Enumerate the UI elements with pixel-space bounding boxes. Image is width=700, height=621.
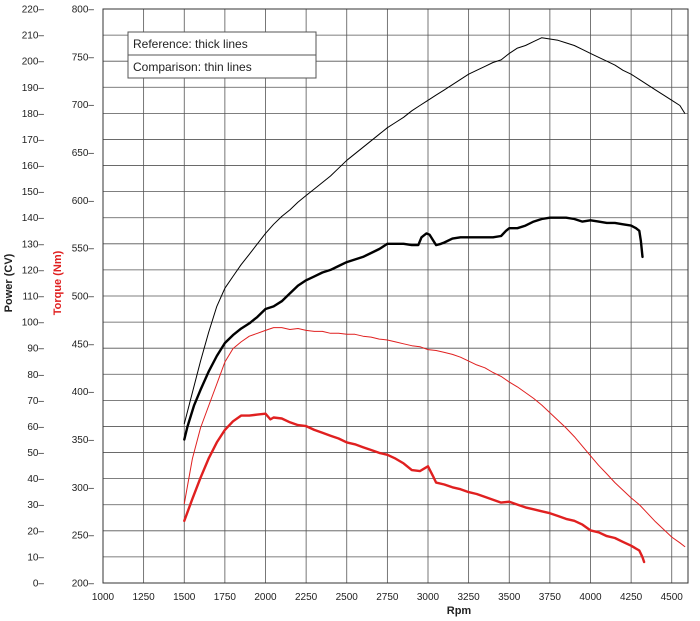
plot-frame (102, 8, 689, 584)
x-tick-label: 1250 (133, 592, 156, 603)
torque-tick-label: 800– (72, 5, 95, 16)
power-tick-label: 60– (27, 422, 44, 433)
x-tick-label: 3750 (539, 592, 562, 603)
x-tick-label: 2250 (295, 592, 318, 603)
x-tick-label: 3000 (417, 592, 440, 603)
power-tick-label: 120– (22, 265, 45, 276)
torque-tick-label: 550– (72, 244, 95, 255)
power-thick-line (183, 216, 644, 441)
power-tick-label: 100– (22, 318, 45, 329)
plot-border (102, 8, 689, 584)
legend-reference: Reference: thick lines (133, 37, 248, 51)
legend: Reference: thick lines Comparison: thin … (127, 31, 317, 79)
power-tick-label: 40– (27, 474, 44, 485)
power-tick-label: 70– (27, 396, 44, 407)
torque-tick-label: 450– (72, 339, 95, 350)
grid-lines (102, 8, 688, 584)
x-tick-label: 1000 (92, 592, 115, 603)
torque-axis: 200– 250– 300– 350– 400– 450– 500– 550– 600– 650–… (72, 5, 95, 590)
power-tick-label: 50– (27, 448, 44, 459)
torque-tick-label: 200– (72, 579, 95, 590)
power-tick-label: 80– (27, 370, 44, 381)
x-tick-label: 1500 (173, 592, 196, 603)
torque-tick-label: 700– (72, 100, 95, 111)
torque-tick-label: 650– (72, 148, 95, 159)
x-tick-label: 1750 (214, 592, 237, 603)
torque-thick-line (183, 412, 646, 564)
torque-axis-label: Torque (Nm) (52, 250, 64, 315)
power-tick-label: 150– (22, 187, 45, 198)
x-tick-label: 4000 (579, 592, 602, 603)
power-tick-label: 170– (22, 135, 45, 146)
torque-tick-label: 300– (72, 483, 95, 494)
power-tick-label: 130– (22, 239, 45, 250)
legend-box-comparison (127, 54, 317, 79)
power-axis: 0– 10– 20– 30– 40– 50– 60– 70– 80– 90– 100– 110– 120… (22, 5, 45, 590)
x-tick-label: 2750 (376, 592, 399, 603)
torque-thin-line (183, 327, 686, 548)
power-thin-line (183, 37, 686, 425)
x-tick-label: 4250 (620, 592, 643, 603)
x-tick-label: 4500 (661, 592, 684, 603)
power-tick-label: 30– (27, 500, 44, 511)
power-tick-label: 20– (27, 526, 44, 537)
power-tick-label: 210– (22, 31, 45, 42)
torque-tick-label: 600– (72, 196, 95, 207)
x-tick-label: 3500 (498, 592, 521, 603)
series-group (183, 37, 686, 564)
power-tick-label: 0– (33, 579, 45, 590)
power-axis-label: Power (CV) (3, 253, 15, 312)
power-tick-label: 140– (22, 213, 45, 224)
torque-tick-label: 750– (72, 52, 95, 63)
x-axis: 1000 1250 1500 1750 2000 2250 2500 2750 3000 3250… (92, 592, 683, 603)
torque-tick-label: 500– (72, 292, 95, 303)
power-tick-label: 10– (27, 552, 44, 563)
power-tick-label: 160– (22, 161, 45, 172)
x-tick-label: 3250 (458, 592, 481, 603)
x-tick-label: 2500 (336, 592, 359, 603)
power-tick-label: 220– (22, 5, 45, 16)
power-tick-label: 190– (22, 83, 45, 94)
torque-tick-label: 400– (72, 387, 95, 398)
power-tick-label: 90– (27, 344, 44, 355)
power-tick-label: 180– (22, 109, 45, 120)
power-tick-label: 200– (22, 57, 45, 68)
power-tick-label: 110– (22, 292, 44, 303)
torque-tick-label: 250– (72, 531, 95, 542)
legend-comparison: Comparison: thin lines (133, 60, 252, 74)
torque-tick-label: 350– (72, 435, 95, 446)
x-axis-label: Rpm (447, 605, 472, 617)
x-tick-label: 2000 (254, 592, 277, 603)
